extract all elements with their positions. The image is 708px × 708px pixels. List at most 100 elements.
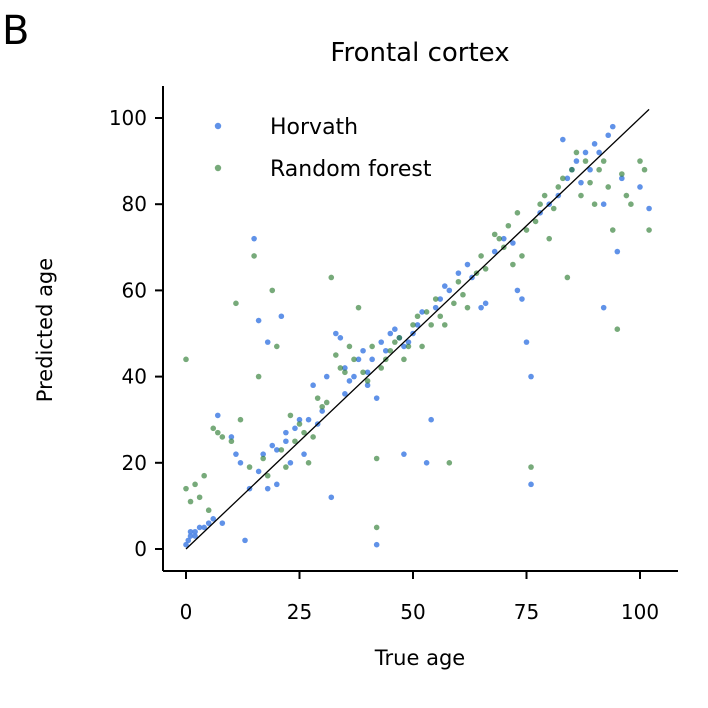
data-point [264,339,271,345]
data-point [582,149,589,156]
data-point [287,412,294,419]
data-point [292,438,298,445]
data-point [637,158,643,164]
data-point [523,227,530,233]
data-point [283,438,289,445]
data-point [614,248,621,255]
data-point [510,261,516,268]
data-point [283,464,289,470]
data-point [405,343,412,350]
data-point [451,300,457,307]
data-point [605,132,612,139]
data-point [464,261,471,268]
data-point [600,158,607,164]
data-point [446,287,453,294]
data-point [187,533,194,539]
data-point [305,460,312,466]
data-point [573,158,580,164]
data-point [619,175,625,182]
data-point [237,460,244,466]
data-point [432,304,439,311]
x-tick-label: 25 [287,600,312,624]
data-point [560,136,566,143]
y-tick-label: 80 [122,192,147,216]
y-axis-label: Predicted age [33,258,57,402]
data-point [609,227,616,233]
legend-label: Random forest [270,157,432,182]
data-point [637,184,643,190]
data-point [437,296,444,302]
data-point [296,421,303,427]
data-point [532,218,539,225]
data-point [496,235,503,242]
data-point [414,322,421,328]
x-tick-label: 0 [180,600,193,624]
data-point [537,201,543,207]
data-point [328,274,335,281]
data-point [401,356,407,363]
data-point [364,369,371,376]
data-point [360,369,366,376]
data-point [196,524,203,531]
data-point [233,451,239,457]
data-point [192,481,198,488]
data-point [287,460,294,466]
data-point [596,149,602,156]
data-point [185,537,192,544]
data-point [600,304,607,311]
data-point [609,123,616,130]
data-point [192,528,198,535]
data-point [392,326,398,332]
data-point [196,494,203,501]
data-point [310,434,316,440]
data-point [214,412,221,419]
data-point [342,369,348,376]
y-tick-label: 100 [109,106,147,130]
data-point [641,166,648,173]
data-point [246,464,253,470]
data-point [423,309,430,315]
data-point [628,201,634,207]
data-point [446,460,453,466]
series-horvath [183,123,652,548]
data-point [387,330,394,337]
legend-label: Horvath [270,115,358,140]
data-point [364,382,371,389]
chart-title: Frontal cortex [330,38,509,68]
data-point [514,287,521,294]
data-point [587,166,593,173]
data-point [378,339,385,345]
data-point [314,395,321,401]
data-point [251,235,257,242]
data-point [510,240,516,246]
data-point [410,322,416,328]
data-point [355,356,362,363]
data-point [587,179,593,186]
data-point [528,464,534,470]
data-point [228,434,235,440]
data-point [278,447,285,453]
data-points [183,123,652,548]
data-point [369,343,375,350]
data-point [569,166,575,173]
data-point [401,343,407,350]
data-point [541,192,548,199]
legend: Horvath Random forest [214,115,432,182]
data-point [414,313,421,320]
data-point [491,231,498,238]
data-point [623,192,630,199]
data-point [519,296,525,302]
data-point [260,451,266,457]
data-point [646,205,652,212]
data-point [214,429,221,436]
y-tick-label: 60 [122,278,147,302]
data-point [242,537,248,544]
data-point [183,541,189,548]
series-random-forest [183,149,652,531]
data-point [573,149,580,156]
data-point [337,335,344,341]
data-point [192,533,198,539]
data-point [419,343,425,350]
data-point [183,485,189,492]
data-point [564,175,571,182]
